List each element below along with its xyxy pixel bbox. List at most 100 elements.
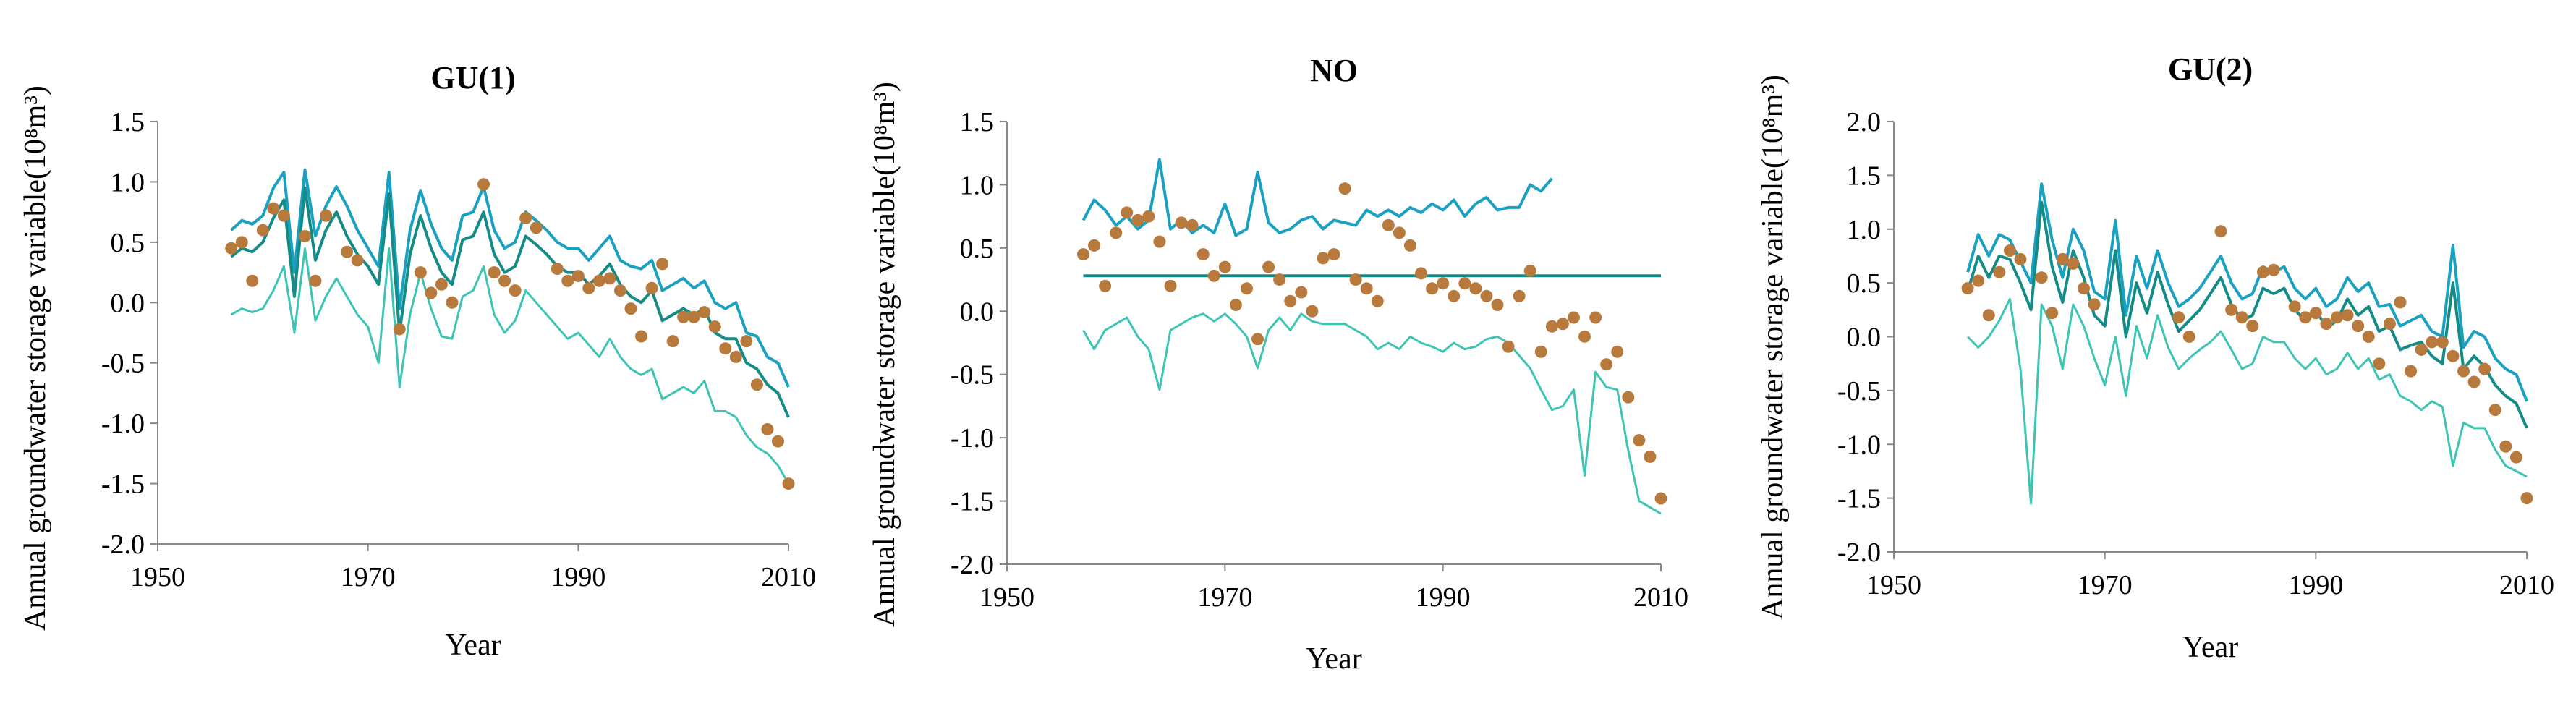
y-tick-label: 0.5 bbox=[111, 228, 145, 258]
data-point-observed bbox=[2225, 303, 2238, 316]
data-point-observed bbox=[446, 296, 459, 309]
y-tick-label: -1.5 bbox=[101, 469, 145, 500]
y-tick-label: -2.0 bbox=[951, 550, 994, 580]
data-point-observed bbox=[1589, 311, 1602, 324]
data-point-observed bbox=[1382, 218, 1395, 231]
data-point-observed bbox=[2426, 336, 2439, 349]
data-point-observed bbox=[498, 274, 511, 287]
data-point-observed bbox=[561, 274, 574, 287]
data-point-observed bbox=[425, 286, 438, 299]
data-point-observed bbox=[656, 258, 669, 271]
data-point-observed bbox=[1622, 391, 1635, 404]
data-point-observed bbox=[435, 278, 448, 291]
data-point-observed bbox=[2235, 311, 2248, 324]
data-point-observed bbox=[2405, 365, 2418, 378]
data-point-observed bbox=[2182, 331, 2195, 343]
series-observed bbox=[1076, 182, 1667, 505]
data-point-observed bbox=[2499, 440, 2512, 453]
data-point-observed bbox=[2256, 265, 2269, 278]
data-point-observed bbox=[2014, 252, 2027, 265]
data-point-observed bbox=[740, 335, 753, 348]
data-point-observed bbox=[1480, 289, 1493, 302]
y-tick-label: 0.0 bbox=[1847, 323, 1882, 353]
y-tick-label: 1.0 bbox=[1847, 215, 1882, 245]
data-point-observed bbox=[2457, 365, 2470, 378]
data-point-observed bbox=[1295, 286, 1308, 299]
data-point-observed bbox=[1088, 239, 1101, 252]
data-point-observed bbox=[592, 274, 605, 287]
data-point-observed bbox=[1338, 182, 1351, 195]
x-tick-label: 1970 bbox=[341, 562, 396, 592]
data-point-observed bbox=[2046, 307, 2059, 320]
data-point-observed bbox=[551, 263, 564, 276]
data-point-observed bbox=[2172, 311, 2185, 324]
data-point-observed bbox=[571, 270, 585, 283]
data-point-observed bbox=[2352, 320, 2365, 333]
data-point-observed bbox=[2467, 375, 2481, 388]
data-point-observed bbox=[1972, 274, 1985, 287]
series-line-lower bbox=[230, 247, 790, 485]
data-point-observed bbox=[603, 272, 616, 285]
data-point-observed bbox=[1153, 235, 1166, 248]
data-point-observed bbox=[1502, 340, 1515, 353]
y-tick-label: 0.5 bbox=[960, 234, 995, 264]
data-point-observed bbox=[708, 320, 721, 333]
series-line-upper bbox=[1966, 182, 2528, 402]
y-tick-label: -2.0 bbox=[101, 530, 145, 560]
y-tick-label: -0.5 bbox=[101, 349, 145, 379]
data-point-observed bbox=[1982, 309, 1995, 322]
data-point-observed bbox=[1218, 260, 1231, 273]
data-point-observed bbox=[246, 274, 259, 287]
data-point-observed bbox=[1360, 282, 1373, 295]
data-point-observed bbox=[1600, 358, 1613, 371]
data-point-observed bbox=[2088, 298, 2101, 311]
data-point-observed bbox=[1164, 279, 1177, 292]
data-point-observed bbox=[2056, 252, 2069, 265]
series-line-lower bbox=[1967, 297, 2528, 505]
data-point-observed bbox=[1110, 226, 1123, 239]
y-tick-label: -1.5 bbox=[1837, 484, 1881, 514]
x-tick-label: 1970 bbox=[1197, 582, 1252, 613]
y-tick-label: 1.5 bbox=[960, 107, 995, 137]
y-tick-label: 1.5 bbox=[1847, 161, 1882, 191]
x-axis-label: Year bbox=[445, 629, 501, 662]
y-tick-label: -1.0 bbox=[1837, 430, 1881, 460]
data-point-observed bbox=[277, 209, 290, 222]
data-point-observed bbox=[582, 281, 595, 294]
y-axis-label: Annual groundwater storage variable(10⁸m… bbox=[19, 85, 52, 631]
x-tick-label: 2010 bbox=[2499, 570, 2554, 600]
data-point-observed bbox=[1076, 248, 1089, 261]
y-tick-label: -1.0 bbox=[101, 409, 145, 439]
y-axis-label: Annual groundwater storage variable(10⁸m… bbox=[868, 82, 901, 627]
data-point-observed bbox=[782, 477, 795, 490]
data-point-observed bbox=[2383, 318, 2396, 331]
data-point-observed bbox=[1567, 311, 1580, 324]
data-point-observed bbox=[1186, 218, 1199, 231]
chart-panel-1: GU(1) -2.0 -1.5 -1.0 -0.5 0.0 0.5 1.0 1.5 1950 197… bbox=[19, 60, 816, 662]
data-point-observed bbox=[1240, 282, 1253, 295]
y-tick-label: 0.0 bbox=[960, 297, 995, 327]
y-tick-label: 0.0 bbox=[111, 288, 145, 318]
data-point-observed bbox=[2309, 307, 2322, 320]
data-point-observed bbox=[1448, 289, 1461, 302]
data-point-observed bbox=[2436, 336, 2449, 349]
x-tick-label: 1990 bbox=[2288, 570, 2343, 600]
data-point-observed bbox=[698, 306, 711, 319]
data-point-observed bbox=[414, 266, 427, 279]
data-point-observed bbox=[1654, 492, 1667, 505]
data-point-observed bbox=[530, 221, 543, 234]
x-tick-label: 1970 bbox=[2078, 570, 2133, 600]
data-point-observed bbox=[2320, 318, 2333, 331]
y-tick-label: -0.5 bbox=[1837, 376, 1881, 407]
data-point-observed bbox=[519, 211, 532, 224]
data-point-observed bbox=[1426, 282, 1439, 295]
data-point-observed bbox=[1633, 434, 1646, 447]
y-tick-label: 0.5 bbox=[1847, 268, 1882, 299]
y-tick-label: -2.0 bbox=[1837, 537, 1881, 568]
data-point-observed bbox=[2362, 331, 2375, 343]
y-tick-label: 2.0 bbox=[1847, 107, 1882, 137]
data-point-observed bbox=[1327, 248, 1340, 261]
chart-panel-3: GU(2) -2.0 -1.5 -1.0 -0.5 0.0 0.5 1.0 1.5 2.0 1950… bbox=[1756, 51, 2554, 664]
x-tick-label: 2010 bbox=[761, 562, 816, 592]
